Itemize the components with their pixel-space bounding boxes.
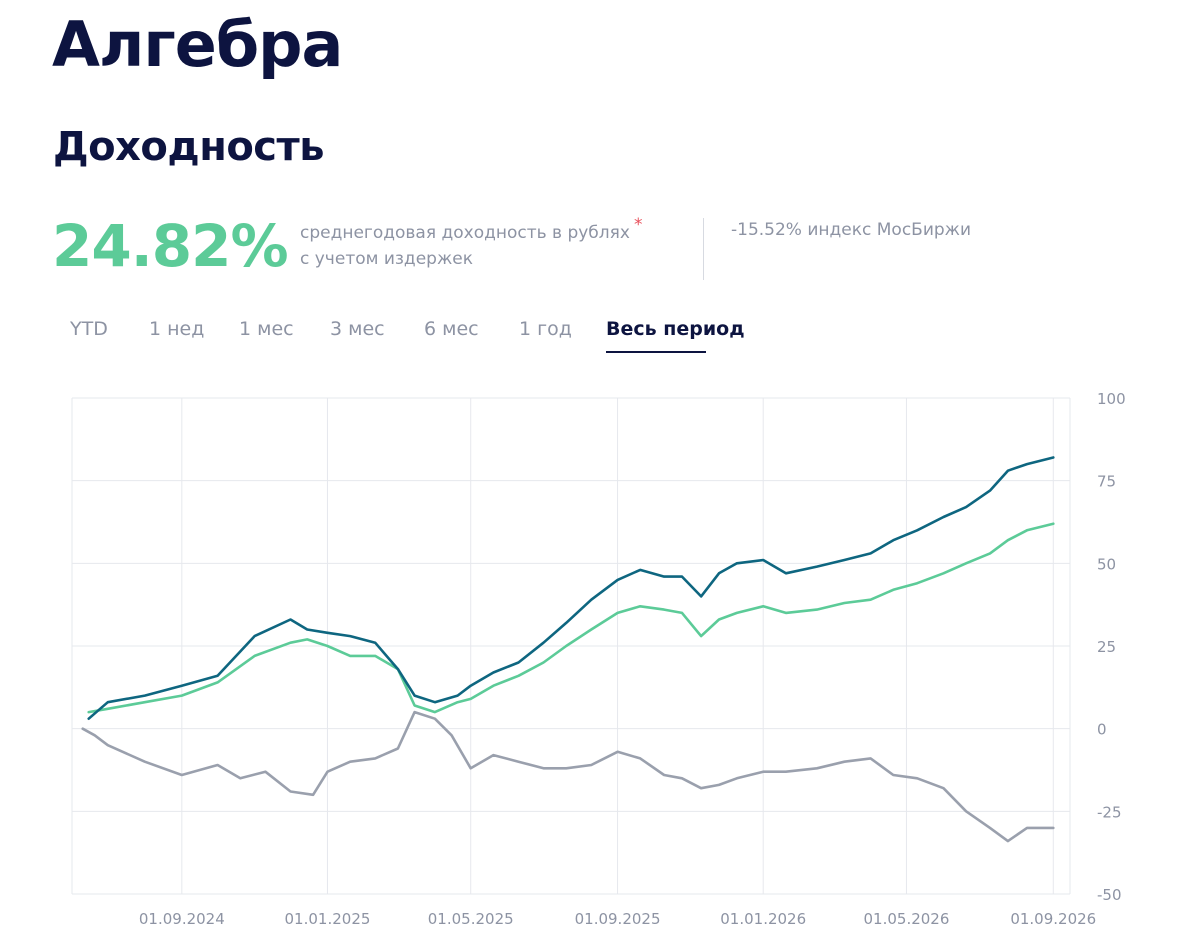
index-comparison: -15.52% индекс МосБиржи bbox=[731, 220, 972, 240]
footnote-asterisk[interactable]: * bbox=[633, 215, 643, 235]
summary-divider bbox=[703, 218, 704, 280]
y-tick-label: 100 bbox=[1097, 390, 1126, 408]
series-line-2[interactable] bbox=[81, 710, 1055, 843]
y-tick-label: 50 bbox=[1097, 555, 1116, 573]
x-tick-label: 01.01.2025 bbox=[285, 910, 371, 928]
series-line-0[interactable] bbox=[87, 456, 1055, 721]
yield-description: среднегодовая доходность в рублях * с уче… bbox=[300, 215, 690, 272]
y-tick-label: -25 bbox=[1097, 803, 1122, 821]
yield-description-line1: среднегодовая доходность в рублях bbox=[300, 223, 630, 243]
active-tab-indicator bbox=[606, 351, 706, 353]
yield-chart[interactable]: 100 75 50 25 0 -25 -50 01.09.2024 01.01.2025 01.0… bbox=[0, 380, 1200, 947]
fund-title: Алгебра bbox=[52, 8, 343, 81]
x-tick-label: 01.09.2025 bbox=[575, 910, 661, 928]
tab-all-time[interactable]: Весь период bbox=[606, 318, 745, 340]
y-tick-label: 0 bbox=[1097, 721, 1107, 739]
y-tick-label: 75 bbox=[1097, 473, 1116, 491]
x-tick-label: 01.01.2026 bbox=[720, 910, 806, 928]
y-tick-label: 25 bbox=[1097, 638, 1116, 656]
x-tick-label: 01.09.2024 bbox=[139, 910, 225, 928]
x-tick-label: 01.09.2026 bbox=[1010, 910, 1096, 928]
tab-1-week[interactable]: 1 нед bbox=[149, 318, 205, 340]
y-tick-label: -50 bbox=[1097, 886, 1122, 904]
x-tick-label: 01.05.2026 bbox=[864, 910, 950, 928]
section-title: Доходность bbox=[53, 124, 325, 170]
annual-yield-value: 24.82% bbox=[52, 212, 289, 280]
tab-1-month[interactable]: 1 мес bbox=[239, 318, 294, 340]
series-line-1[interactable] bbox=[87, 522, 1055, 714]
tab-ytd[interactable]: YTD bbox=[70, 318, 108, 340]
yield-description-line2: с учетом издержек bbox=[300, 249, 473, 269]
tab-6-months[interactable]: 6 мес bbox=[424, 318, 479, 340]
tab-3-months[interactable]: 3 мес bbox=[330, 318, 385, 340]
x-tick-label: 01.05.2025 bbox=[428, 910, 514, 928]
tab-1-year[interactable]: 1 год bbox=[519, 318, 572, 340]
